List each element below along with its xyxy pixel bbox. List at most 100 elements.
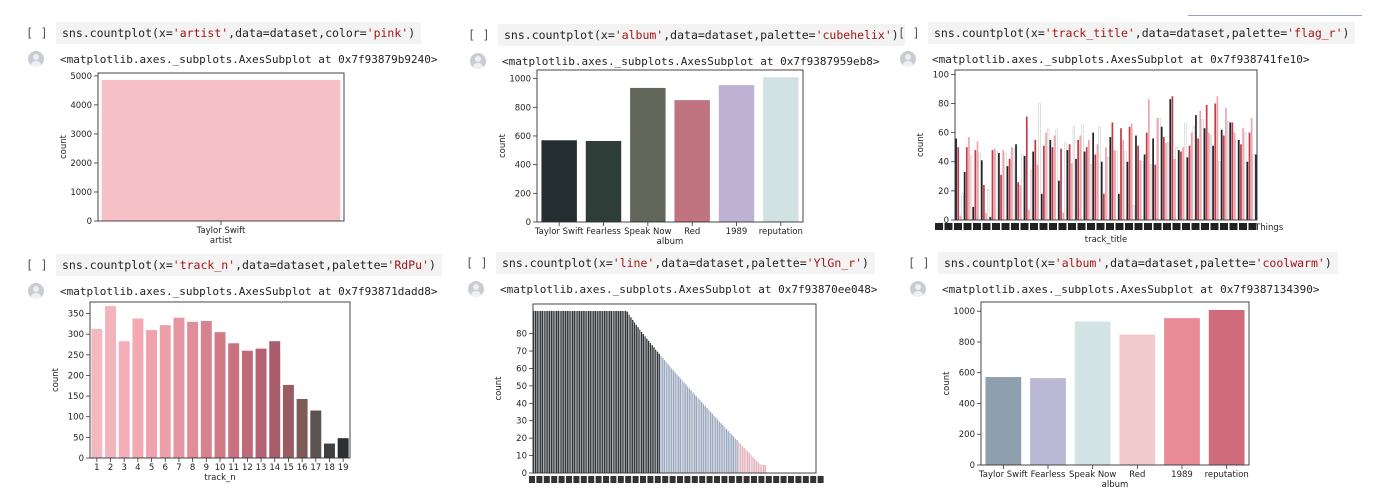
bar <box>1162 136 1165 220</box>
bar <box>598 310 600 473</box>
y-axis-label: count <box>942 371 952 396</box>
bar <box>545 310 547 473</box>
bar <box>780 467 782 473</box>
bar <box>1203 128 1206 220</box>
code-text: ,data=dataset,palette= <box>235 258 388 272</box>
bar <box>1252 154 1255 221</box>
y-tick-label: 20 <box>516 434 527 444</box>
bar <box>1195 115 1197 220</box>
bar <box>561 310 563 473</box>
x-tick-label: 1 <box>94 463 99 473</box>
bar <box>1077 139 1080 220</box>
y-axis-label: count <box>916 132 926 157</box>
bar <box>672 370 675 473</box>
bar <box>1135 135 1137 220</box>
code-row: [ ] sns.countplot(x='track_title',data=d… <box>898 20 1356 46</box>
x-tick-label: Taylor Swift <box>196 226 246 236</box>
x-tick-label: Fearless <box>1031 470 1066 480</box>
bar <box>1156 118 1159 220</box>
x-tick-label: 14 <box>269 463 280 473</box>
code-string-x: 'line' <box>612 256 655 270</box>
bar <box>747 451 749 473</box>
run-cell-button[interactable]: [ ] <box>26 26 48 40</box>
run-cell-button[interactable]: [ ] <box>898 26 920 40</box>
bar <box>609 310 611 473</box>
x-tick-label <box>751 476 757 483</box>
axes-frame <box>536 69 804 223</box>
bar <box>1012 148 1015 221</box>
x-tick-label: Things <box>1254 223 1284 233</box>
bar <box>662 357 664 473</box>
code-string-x: 'track_n' <box>172 258 236 272</box>
code-row: [ ] sns.countplot(x='line',data=dataset,… <box>466 250 875 276</box>
chart-6: 0 200 400 600 800 1000 count album Taylor Swift F… <box>942 301 1250 490</box>
bar <box>623 310 625 474</box>
y-tick-label: 300 <box>68 330 84 340</box>
x-tick-label <box>684 476 691 483</box>
bar <box>1222 135 1225 220</box>
output-avatar-icon <box>28 283 44 299</box>
bar <box>566 310 568 473</box>
bar <box>965 147 968 220</box>
bar <box>1085 147 1088 220</box>
code-text: ) <box>891 28 899 42</box>
x-tick-label: Speak Now <box>624 227 671 237</box>
run-cell-button[interactable]: [ ] <box>468 28 490 42</box>
bar <box>607 310 609 474</box>
y-tick-label: 0 <box>87 217 92 227</box>
bar <box>734 438 737 474</box>
bar <box>713 415 715 474</box>
bar <box>554 310 556 474</box>
code-row: [ ] sns.countplot(x='track_n',data=datas… <box>26 252 442 278</box>
code-input[interactable]: sns.countplot(x='album',data=dataset,pal… <box>498 24 905 46</box>
run-cell-button[interactable]: [ ] <box>908 256 930 270</box>
bar <box>686 386 689 474</box>
code-input[interactable]: sns.countplot(x='track_title',data=datas… <box>928 22 1356 44</box>
bar <box>1098 126 1101 221</box>
bar <box>1094 154 1097 220</box>
y-tick-label: 350 <box>68 310 84 320</box>
x-tick-label <box>736 476 743 483</box>
notebook-cell-1: [ ] sns.countplot(x='artist',data=datase… <box>26 20 438 245</box>
code-input[interactable]: sns.countplot(x='line',data=dataset,pale… <box>496 252 875 274</box>
notebook-cell-4: [ ] sns.countplot(x='track_n',data=datas… <box>26 252 446 477</box>
bar <box>1049 139 1052 220</box>
code-input[interactable]: sns.countplot(x='artist',data=dataset,co… <box>56 22 422 44</box>
y-tick-label: 250 <box>68 351 84 361</box>
notebook-cell-2: [ ] sns.countplot(x='album',data=dataset… <box>468 22 905 247</box>
bar <box>1248 132 1251 220</box>
code-input[interactable]: sns.countplot(x='album',data=dataset,pal… <box>938 252 1338 274</box>
bar <box>678 376 680 473</box>
y-tick-label: 3000 <box>70 130 92 140</box>
x-tick-label <box>1144 223 1152 230</box>
bar <box>1092 132 1095 220</box>
bar <box>985 212 987 220</box>
bar <box>633 322 636 474</box>
x-tick-label <box>647 476 654 483</box>
bar <box>337 438 349 458</box>
bar <box>723 426 726 474</box>
bar <box>752 456 754 473</box>
x-tick-label <box>1058 223 1067 230</box>
bar <box>718 85 755 222</box>
x-tick-label: 17 <box>310 463 321 473</box>
bar <box>720 423 722 473</box>
y-tick-label: 5000 <box>70 72 92 82</box>
code-input[interactable]: sns.countplot(x='track_n',data=dataset,p… <box>56 254 442 276</box>
bar <box>1201 119 1204 221</box>
x-tick-label: Fearless <box>586 227 621 237</box>
bar <box>651 345 653 473</box>
bar <box>699 400 701 473</box>
bar <box>1205 104 1208 220</box>
bar <box>1083 151 1086 220</box>
run-cell-button[interactable]: [ ] <box>466 256 488 270</box>
bar <box>718 421 721 474</box>
bar <box>200 320 212 458</box>
bar <box>1000 174 1002 220</box>
code-string-palette: 'coolwarm' <box>1255 256 1325 270</box>
run-cell-button[interactable]: [ ] <box>26 258 48 272</box>
bar <box>1209 135 1212 221</box>
bar <box>624 310 627 473</box>
bar <box>709 411 712 473</box>
bar <box>1090 164 1093 221</box>
